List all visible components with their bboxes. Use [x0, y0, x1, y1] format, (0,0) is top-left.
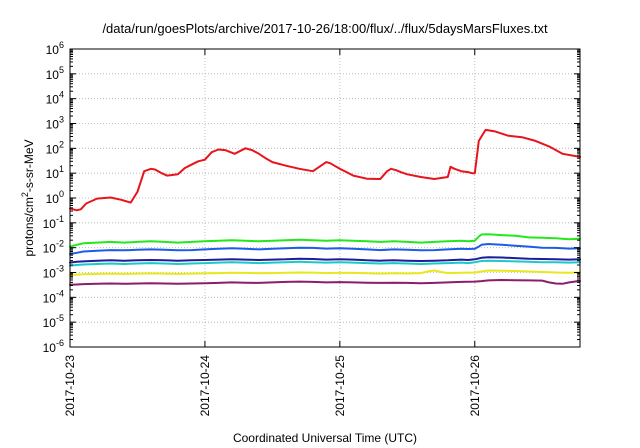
y-tick-label: 10-4 — [43, 288, 64, 305]
y-axis-label: protons/cm2-s-sr-MeV — [20, 139, 36, 256]
x-tick-label: 2017-10-25 — [333, 355, 347, 417]
x-tick-label: 2017-10-24 — [198, 355, 212, 417]
y-tick-label: 104 — [46, 90, 64, 107]
series-group — [69, 128, 581, 286]
y-tick-label: 102 — [46, 139, 64, 156]
y-tick-label: 103 — [46, 115, 64, 132]
y-axis-label-suffix: -s-sr-MeV — [22, 139, 36, 192]
x-tick-label: 2017-10-26 — [468, 355, 482, 417]
y-tick-label: 106 — [46, 40, 64, 57]
x-tick-label: 2017-10-23 — [63, 355, 77, 417]
series-line-7 — [69, 279, 581, 286]
series-line-2 — [69, 233, 581, 248]
y-tick-label: 10-6 — [43, 338, 64, 355]
y-tick-label: 100 — [46, 189, 64, 206]
series-line-5 — [69, 259, 581, 267]
series-line-3 — [69, 243, 581, 256]
y-tick-label: 10-3 — [43, 264, 64, 281]
y-tick-label: 10-5 — [43, 313, 64, 330]
y-tick-label: 101 — [46, 164, 64, 181]
chart-title: /data/run/goesPlots/archive/2017-10-26/1… — [102, 21, 548, 36]
y-tick-label: 10-1 — [43, 214, 64, 231]
y-tick-label: 10-2 — [43, 239, 64, 256]
series-line-1 — [69, 128, 581, 212]
y-axis-label-prefix: protons/cm — [22, 197, 36, 256]
y-axis: 10-6 10-5 10-4 10-3 10-2 10-1 100 101 102 103 104 1… — [43, 40, 580, 355]
x-axis: 2017-10-23 2017-10-24 2017-10-25 2017-10-26 — [63, 49, 482, 416]
y-tick-label: 105 — [46, 65, 64, 82]
x-axis-label: Coordinated Universal Time (UTC) — [233, 431, 417, 445]
series-line-4 — [69, 256, 581, 264]
y-axis-label-sup: 2 — [20, 192, 30, 197]
series-line-6 — [69, 269, 581, 276]
